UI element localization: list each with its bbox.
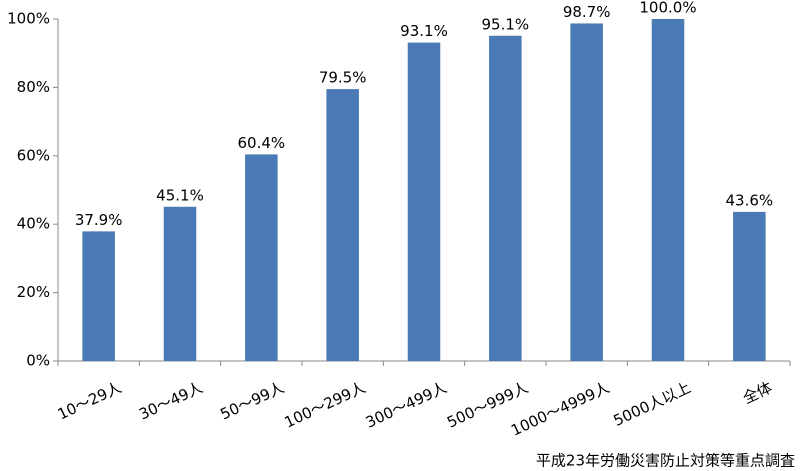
x-tick-label: 30〜49人 [136,378,205,423]
data-label: 45.1% [156,186,204,204]
y-tick-label: 100% [7,10,50,28]
bar [326,89,359,362]
y-tick-label: 40% [17,215,50,233]
y-tick-label: 80% [17,78,50,96]
bar [489,35,522,362]
data-label: 98.7% [563,3,611,21]
bar [245,154,278,361]
x-tick-label: 全体 [740,378,775,407]
bar [651,19,685,361]
bar [163,206,197,361]
data-label: 43.6% [726,191,774,209]
bar [82,231,115,361]
bar [407,42,441,362]
data-label: 95.1% [482,15,530,33]
data-label: 93.1% [400,22,448,40]
x-tick-label: 100〜299人 [282,378,369,431]
source-note: 平成23年労働災害防止対策等重点調査 [536,452,795,470]
y-tick-label: 60% [17,146,50,164]
x-tick-label: 10〜29人 [55,378,124,423]
data-label: 79.5% [319,69,367,87]
y-tick-label: 0% [26,352,50,370]
data-label: 60.4% [238,134,286,152]
y-tick-label: 20% [17,283,50,301]
data-label: 37.9% [75,211,123,229]
x-tick-label: 50〜99人 [218,378,287,423]
x-tick-label: 5000人以上 [611,378,694,429]
bar [733,211,766,361]
data-label: 100.0% [639,0,696,17]
bar [570,23,603,362]
x-tick-label: 300〜499人 [363,378,450,431]
